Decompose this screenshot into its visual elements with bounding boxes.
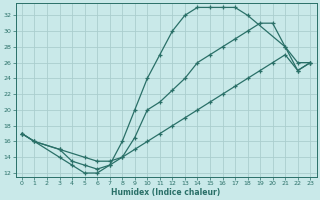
X-axis label: Humidex (Indice chaleur): Humidex (Indice chaleur) xyxy=(111,188,221,197)
